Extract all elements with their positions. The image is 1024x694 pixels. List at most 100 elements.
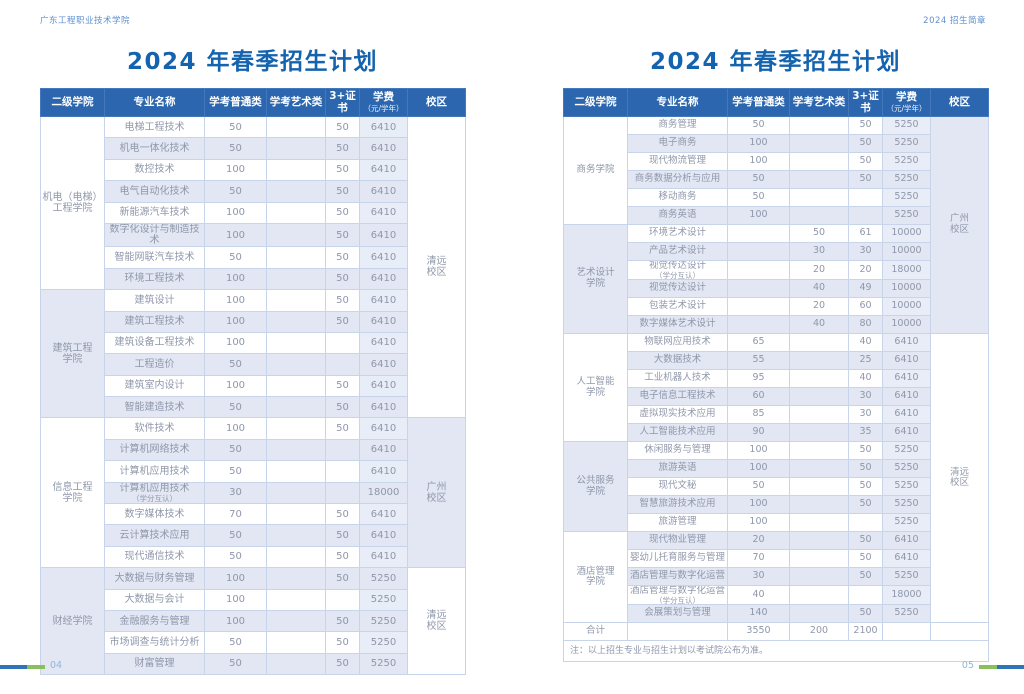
tuition-fee-cell: 6410 [882,387,931,407]
art-quota-cell [266,524,326,547]
college-name-line: 学院 [585,386,605,398]
table-row: 数控技术 100 50 6410 [41,158,466,182]
major-name: 大数据与会计 [124,594,185,606]
art-quota-cell [266,545,326,569]
tuition-fee-cell: 5250 [882,116,931,135]
tuition-fee-cell: 6410 [359,115,408,139]
campus-name-line: 清远 [426,256,447,268]
general-quota-cell: 40 [727,585,790,606]
major-cell: 建筑设计 [104,289,205,312]
cert-quota-cell: 50 [848,567,883,587]
cert-quota-cell: 50 [325,567,360,590]
major-name: 工业机器人技术 [644,372,711,384]
column-header-label: 专业名称 [656,95,699,108]
tuition-fee-cell: 5250 [882,206,931,225]
general-quota-cell: 100 [204,289,267,312]
cert-quota-cell: 50 [848,134,883,153]
page-number-right: 05 [961,660,974,671]
general-quota-cell: 50 [204,652,267,676]
column-header: 校区 [407,88,466,117]
general-quota-cell [727,279,790,299]
art-quota-cell [266,503,326,526]
major-cell: 产品艺术设计 [627,242,728,261]
major-cell: 视觉传达设计 [627,279,728,299]
major-cell: 现代文秘 [627,477,728,497]
major-name: 数字媒体技术 [124,508,185,520]
major-cell: 电子信息工程技术 [627,387,728,407]
general-quota-cell: 50 [204,137,267,160]
column-header-label: 专业名称 [133,95,176,108]
major-name: 财富管理 [134,658,175,670]
cert-quota-cell: 50 [325,289,360,312]
table-row: 建筑工程技术 100 50 6410 [41,310,466,333]
column-header-label: 学费 [896,91,917,104]
art-quota-cell [266,246,326,269]
art-quota-cell [789,549,849,569]
column-header-label: 校区 [949,95,970,108]
major-cell: 计算机应用技术 [104,460,205,483]
column-header-label: 学考普通类 [209,95,262,108]
major-cell: 商务管理 [627,116,728,135]
general-quota-cell: 55 [727,351,790,371]
table-row: 数字化设计与制造技术 100 50 6410 [41,222,466,248]
table-row: 信息工程 学院 软件技术 100 50 6410 广州 校区 [40,417,466,569]
cert-quota-cell [325,481,360,505]
tuition-fee-cell: 6410 [359,289,408,312]
major-cell: 旅游英语 [627,459,728,479]
table-row: 包装艺术设计 20 60 10000 [564,297,989,317]
table-row: 现代物流管理 100 50 5250 [564,152,989,171]
cert-quota-cell: 50 [325,180,360,203]
major-cell: 智能网联汽车技术 [104,246,205,269]
tuition-fee-cell: 18000 [882,259,931,281]
tuition-fee-cell: 5250 [882,495,931,515]
table-row: 数字媒体艺术设计 40 80 10000 [564,315,989,335]
college-name-line: 机电（电梯） [42,191,103,203]
college-name-line: 工程学院 [52,203,93,215]
admission-table-left: 二级学院 专业名称 学考普通类 学考艺术类 3+证书 学费 （元/学年） 校区 机电（电梯） 工程… [40,88,466,676]
cert-quota-cell: 30 [848,387,883,407]
column-header-label: 学考艺术类 [792,95,846,108]
cert-quota-cell [325,588,360,611]
art-quota-cell [789,134,849,153]
art-quota-cell: 50 [789,224,849,243]
art-quota-cell [789,513,849,533]
major-name: 电气自动化技术 [119,185,190,197]
major-name: 包装艺术设计 [648,300,706,312]
campus-name-line: 校区 [949,224,969,236]
general-quota-cell: 100 [204,567,267,590]
tuition-fee-cell: 10000 [882,297,931,317]
art-quota-cell [266,438,326,462]
tuition-fee-cell: 6410 [359,460,408,483]
major-cell: 环境工程技术 [104,267,205,291]
admission-plan-table: 二级学院 专业名称 学考普通类 学考艺术类 3+证书 学费 （元/学年） 校区 机电（电梯） 工程… [40,88,466,676]
column-header-label: 二级学院 [51,95,94,108]
major-cell: 包装艺术设计 [627,297,728,317]
tuition-fee-cell: 18000 [359,481,408,505]
general-quota-cell: 50 [727,116,790,135]
general-quota-cell: 100 [204,417,267,440]
total-campus-empty-cell [930,622,989,642]
art-quota-cell [266,631,326,654]
cert-quota-cell: 50 [325,652,360,676]
major-name: 大数据技术 [653,354,702,366]
major-cell: 商务数据分析与应用 [627,170,728,189]
cert-quota-cell: 50 [848,549,883,569]
major-name: 新能源汽车技术 [119,207,190,219]
major-name: 电梯工程技术 [124,121,185,133]
cert-quota-cell: 50 [848,116,883,135]
campus-name-line: 广州 [426,481,447,493]
major-name: 酒店管理与数字化运营 [629,570,725,582]
total-cert-cell: 2100 [848,622,883,642]
total-row: 合计 3550 200 2100 [563,622,989,642]
general-quota-cell: 100 [204,201,267,224]
major-cell: 计算机应用技术 （学分互认） [104,481,205,505]
art-quota-cell [266,417,326,440]
table-row: 智能网联汽车技术 50 50 6410 [41,246,466,269]
table-row: 计算机应用技术 50 6410 [41,460,466,483]
general-quota-cell: 30 [204,481,267,505]
major-name: 金融服务与管理 [119,615,190,627]
cert-quota-cell: 50 [848,441,883,461]
major-name: 环境艺术设计 [648,227,706,239]
column-header: 学费 （元/学年） [882,88,931,117]
art-quota-cell [266,180,326,203]
